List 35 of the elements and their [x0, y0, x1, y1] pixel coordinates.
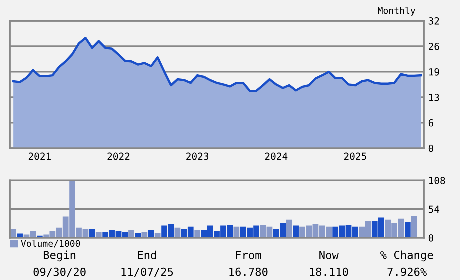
- bar: [148, 230, 154, 238]
- bar: [194, 230, 201, 238]
- x-tick-label: 2025: [344, 152, 366, 160]
- y-tick-label: 26: [429, 42, 440, 50]
- x-tick-label: 2021: [28, 152, 51, 160]
- y-tick-label: 54: [428, 206, 440, 214]
- bar: [234, 226, 240, 238]
- bar: [89, 228, 96, 238]
- y-tick-label: 32: [428, 18, 440, 25]
- y-tick-label: 0: [428, 234, 434, 242]
- y-tick-label: 0: [428, 144, 434, 152]
- y-tick-label: 6: [428, 119, 434, 127]
- bar: [128, 230, 134, 238]
- bar: [411, 216, 418, 238]
- text: End: [138, 250, 156, 260]
- bar: [404, 222, 411, 238]
- y-tick-label: 108: [429, 177, 446, 184]
- text: Monthly: [378, 7, 416, 16]
- text: 09/30/20: [34, 268, 86, 278]
- text: 11/07/25: [122, 268, 174, 278]
- y-tick-label: 19: [429, 68, 440, 76]
- text: Now: [320, 251, 339, 260]
- text: 7.926%: [388, 268, 427, 276]
- text: From: [236, 251, 262, 260]
- text: % Change: [380, 250, 434, 262]
- x-tick-label: 2022: [108, 152, 130, 160]
- text: 18.110: [310, 268, 348, 276]
- x-tick-label: 2024: [265, 152, 288, 160]
- text: 16.780: [230, 268, 268, 276]
- bar: [286, 220, 292, 238]
- text: Begin: [44, 250, 76, 262]
- bar: [293, 226, 299, 238]
- y-tick-label: 13: [429, 94, 440, 102]
- legend-label: Volume/1000: [21, 240, 80, 248]
- x-tick-label: 2023: [186, 152, 209, 160]
